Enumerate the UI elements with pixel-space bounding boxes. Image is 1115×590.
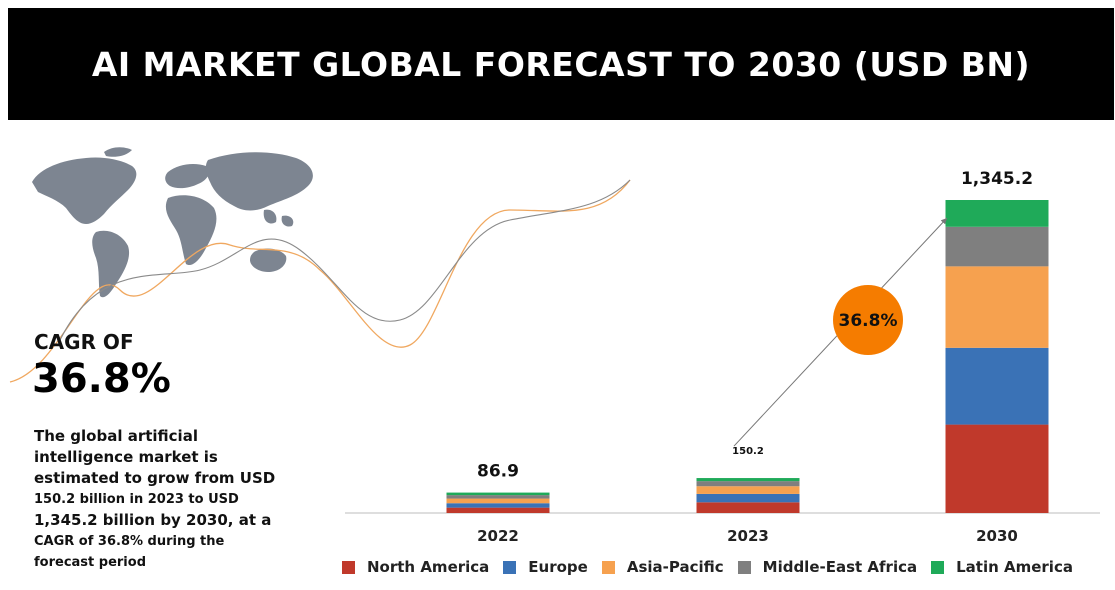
bar-2030-north-america bbox=[945, 424, 1049, 513]
header-banner: AI MARKET GLOBAL FORECAST TO 2030 (USD B… bbox=[8, 8, 1114, 120]
cagr-badge bbox=[833, 285, 903, 355]
data-label-2023: 150.2 bbox=[732, 446, 764, 457]
bar-2030-asia-pacific bbox=[945, 266, 1049, 348]
legend-swatch bbox=[931, 560, 945, 574]
bar-2030-latin-america bbox=[945, 200, 1049, 227]
description: The global artificial intelligence marke… bbox=[34, 426, 284, 573]
description-line-2: intelligence market is bbox=[34, 448, 218, 466]
cagr-label: CAGR OF bbox=[34, 330, 134, 354]
legend-label: Europe bbox=[528, 558, 588, 576]
chart-legend: North America Europe Asia-Pacific Middle-Ea… bbox=[342, 556, 1087, 578]
description-line-7: forecast period bbox=[34, 555, 146, 570]
description-line-5: 1,345.2 billion by 2030, at a bbox=[34, 511, 272, 529]
x-tick-label: 2030 bbox=[976, 527, 1018, 545]
legend-item-europe: Europe bbox=[503, 558, 588, 576]
cagr-badge-label: 36.8% bbox=[839, 311, 898, 331]
legend-item-asia-pacific: Asia-Pacific bbox=[601, 558, 724, 576]
description-line-1: The global artificial bbox=[34, 427, 198, 445]
description-line-6: CAGR of 36.8% during the bbox=[34, 534, 225, 549]
data-label-2030: 1,345.2 bbox=[961, 169, 1033, 189]
legend-label: Asia-Pacific bbox=[626, 558, 724, 576]
legend-swatch bbox=[737, 560, 751, 574]
stacked-bar-chart: 2022 2023 2030 86.9 150.2 1,345.2 36.8% bbox=[345, 169, 1100, 545]
bar-2023-north-america bbox=[696, 502, 800, 513]
world-map-icon bbox=[9, 147, 631, 383]
grey-wave-line bbox=[59, 179, 631, 341]
bar-2030-europe bbox=[945, 347, 1049, 425]
cagr-value: 36.8% bbox=[32, 356, 171, 402]
legend-swatch bbox=[601, 560, 615, 574]
bar-2023-asia-pacific bbox=[696, 486, 800, 494]
bar-2022-asia-pacific bbox=[446, 498, 550, 504]
world-map-shape bbox=[32, 147, 313, 298]
bar-2023-europe bbox=[696, 493, 800, 503]
bar-2022-north-america bbox=[446, 507, 550, 513]
page-title: AI MARKET GLOBAL FORECAST TO 2030 (USD B… bbox=[91, 44, 1031, 84]
bar-2022-latin-america bbox=[446, 492, 550, 496]
legend-item-middle-east-africa: Middle-East Africa bbox=[737, 558, 918, 576]
legend-label: North America bbox=[367, 558, 490, 576]
description-line-3: estimated to grow from USD bbox=[34, 469, 276, 487]
x-tick-label: 2023 bbox=[727, 527, 769, 545]
bar-2022-middle-east-africa bbox=[446, 495, 550, 499]
data-label-2022: 86.9 bbox=[477, 462, 519, 482]
legend-swatch bbox=[342, 560, 355, 574]
x-tick-label: 2022 bbox=[477, 527, 519, 545]
bar-2030-middle-east-africa bbox=[945, 226, 1049, 267]
legend-swatch bbox=[503, 560, 517, 574]
bar-2023-middle-east-africa bbox=[696, 481, 800, 487]
description-line-4: 150.2 billion in 2023 to USD bbox=[34, 492, 239, 507]
bar-2023-latin-america bbox=[696, 478, 800, 482]
legend-label: Middle-East Africa bbox=[762, 558, 918, 576]
orange-wave-line bbox=[9, 179, 631, 383]
legend-item-latin-america: Latin America bbox=[931, 558, 1073, 576]
legend-label: Latin America bbox=[956, 558, 1073, 576]
legend-item-north-america: North America bbox=[342, 558, 489, 576]
bar-2022-europe bbox=[446, 503, 550, 508]
